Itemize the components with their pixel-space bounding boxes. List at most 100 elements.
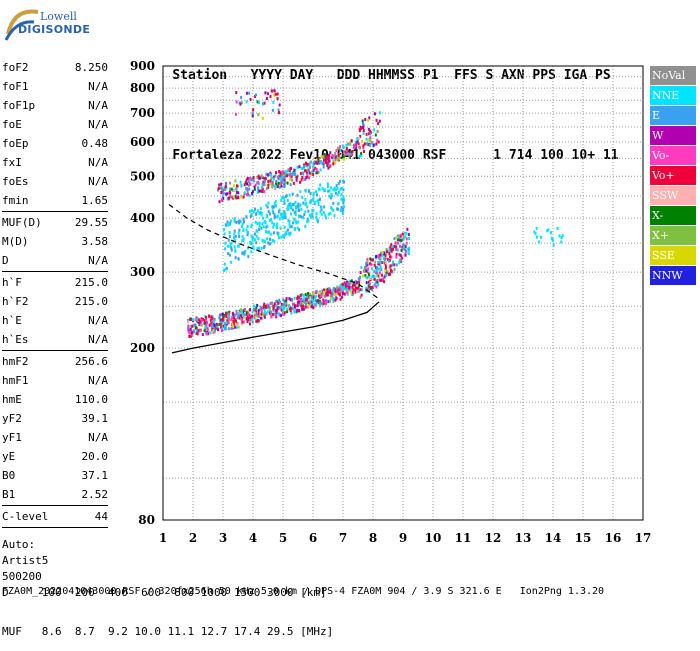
echo-point [266,310,269,314]
echo-point [377,274,380,278]
echo-point [228,253,231,257]
echo-point [408,236,411,240]
echo-point [357,142,360,146]
echo-point [254,207,257,211]
echo-point [346,288,349,292]
echo-point [232,324,235,328]
echo-point [221,326,224,330]
echo-point [377,256,380,260]
echo-point [198,319,201,323]
echo-point [261,222,264,226]
param-value: 215.0 [74,295,108,308]
echo-point [259,305,262,309]
echo-point [361,121,364,125]
echo-point [370,263,373,267]
echo-point [379,253,382,257]
echo-point [266,92,269,96]
echo-point [208,323,211,327]
echo-point [224,324,227,328]
echo-point [270,89,273,93]
echo-point [239,180,242,184]
echo-point [342,198,345,202]
echo-point [359,271,362,275]
echo-point [228,314,231,318]
echo-point [359,275,362,279]
echo-point [255,241,258,245]
echo-point [334,290,337,294]
param-divider [2,350,108,351]
echo-point [306,296,309,300]
echo-point [233,232,236,236]
echo-point [353,146,356,150]
echo-point [212,327,215,331]
echo-point [233,235,236,239]
echo-point [189,328,192,332]
echo-point [301,304,304,308]
param-label: fmin [2,194,29,207]
echo-point [237,312,240,316]
val-station: Fortaleza [172,148,243,163]
echo-point [391,263,394,267]
echo-point [233,217,236,221]
param-label: M(D) [2,235,29,248]
echo-point [359,134,362,138]
echo-point [407,233,410,237]
echo-point [390,255,393,259]
echo-point [264,177,267,181]
echo-point [230,326,233,330]
echo-point [379,279,382,283]
echo-point [345,284,348,288]
echo-point [208,314,211,318]
echo-point [255,313,258,317]
echo-point [347,149,350,153]
echo-point [377,122,380,126]
echo-point [287,168,290,172]
echo-point [291,203,294,207]
echo-point [221,319,224,323]
echo-point [249,215,252,219]
echo-point [390,243,393,247]
echo-point [305,164,308,168]
param-row: M(D) 3.58 [2,232,108,251]
echo-point [309,161,312,165]
echo-point [256,176,259,180]
echo-point [262,306,265,310]
echo-point [259,211,262,215]
echo-point [357,280,360,284]
echo-point [302,164,305,168]
hdr-day: DAY [289,68,314,83]
echo-point [220,329,223,333]
echo-point [326,291,329,295]
echo-point [293,211,296,215]
echo-point [282,184,285,188]
echo-point [262,225,265,229]
echo-point [285,230,288,234]
param-row: h`Es N/A [2,330,108,349]
echo-point [388,273,391,277]
echo-point [335,149,338,153]
echo-point [263,244,266,248]
echo-point [298,296,301,300]
x-tick-label: 16 [605,531,622,545]
echo-point [306,205,309,209]
echo-point [187,328,190,332]
echo-point [224,185,227,189]
echo-point [256,229,259,233]
echo-point [227,238,230,242]
echo-point [363,149,366,153]
param-value: 0.48 [81,137,109,150]
echo-point [405,249,408,253]
echo-point [240,195,243,199]
echo-point [292,181,295,185]
echo-point [218,314,221,318]
echo-point [398,261,401,265]
echo-point [287,219,290,223]
echo-point [342,201,345,205]
echo-point [366,257,369,261]
echo-point [233,313,236,317]
echo-point [330,192,333,196]
echo-point [289,298,292,302]
echo-point [266,303,269,307]
echo-point [289,309,292,313]
echo-point [327,189,330,193]
